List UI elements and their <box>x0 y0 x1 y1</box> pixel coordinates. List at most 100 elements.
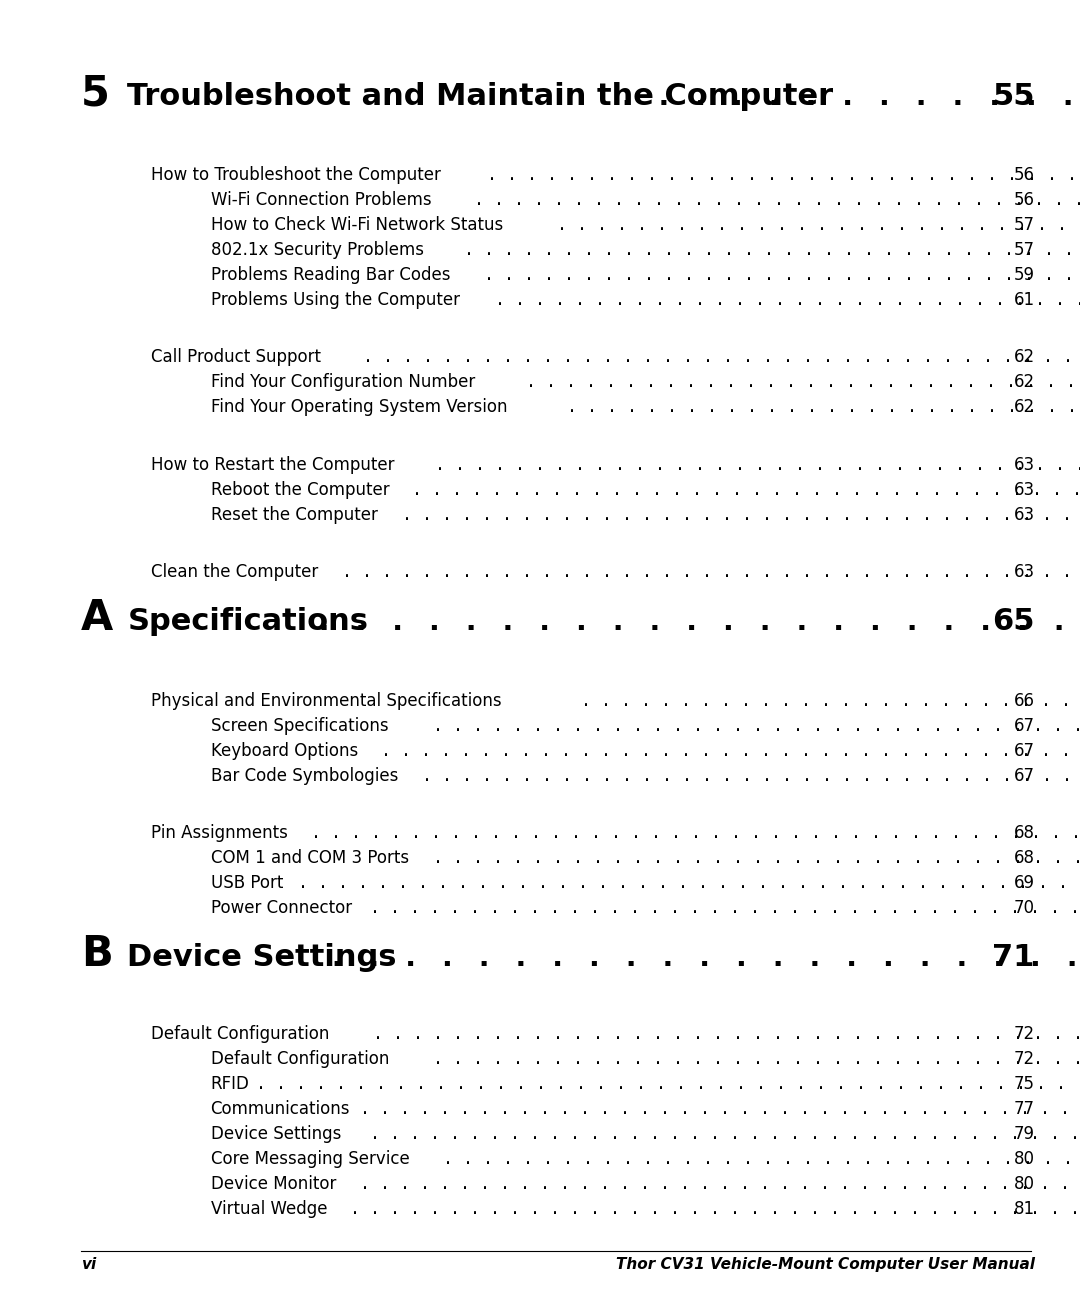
Text: Reset the Computer: Reset the Computer <box>211 506 378 524</box>
Text: 72: 72 <box>1013 1050 1035 1068</box>
Text: 68: 68 <box>1014 823 1035 842</box>
Text: 61: 61 <box>1013 291 1035 309</box>
Text: . . . . . . . . . . . . . . . . . . . . . . . . . . . . . . . . . . . . . . . . : . . . . . . . . . . . . . . . . . . . . … <box>402 506 1080 524</box>
Text: A: A <box>81 598 113 640</box>
Text: . . . . . . . . . . . . . . . . . . . . . . . . . . . . . . . . . . . . . . . . : . . . . . . . . . . . . . . . . . . . . … <box>485 266 1080 284</box>
Text: . . . . . . . . . . . . . . . . . . . . . . . . . . . . . . . . . . . . . . . . : . . . . . . . . . . . . . . . . . . . . … <box>311 823 1080 842</box>
Text: . . . . . . . . . . . . . . . . . . . . . . . . . . . . . . . . . . . . . . . . : . . . . . . . . . . . . . . . . . . . . … <box>342 564 1080 582</box>
Text: Thor CV31 Vehicle-Mount Computer User Manual: Thor CV31 Vehicle-Mount Computer User Ma… <box>616 1257 1035 1272</box>
Text: COM 1 and COM 3 Ports: COM 1 and COM 3 Ports <box>211 848 408 867</box>
Text: . . . . . . . . . . . . . . . . . . . . . . . . . . . . . . . . . . . . . . . . : . . . . . . . . . . . . . . . . . . . . … <box>381 742 1080 759</box>
Text: 63: 63 <box>1013 506 1035 524</box>
Text: 67: 67 <box>1014 767 1035 784</box>
Text: 802.1x Security Problems: 802.1x Security Problems <box>211 241 423 260</box>
Text: . . . . . . . . . . . . . . . . . . . . . . . . . . . . . . . . . . . . . . . . : . . . . . . . . . . . . . . . . . . . . … <box>298 873 1080 891</box>
Text: 5: 5 <box>81 72 110 114</box>
Text: Device Settings: Device Settings <box>211 1125 341 1143</box>
Text: 57: 57 <box>1014 241 1035 260</box>
Text: . . . . . . . . . . . . . . . . . . . . . . . . . . . . . . . . . . . . . . . . : . . . . . . . . . . . . . . . . . . . . … <box>567 399 1080 417</box>
Text: . . . . . . . . . . . . . . . . . . . . . . . . . . . . . . . . . . . . . . . . : . . . . . . . . . . . . . . . . . . . . … <box>370 899 1080 916</box>
Text: Power Connector: Power Connector <box>211 899 352 916</box>
Text: . . . . . . . . . . . . . . . . . . . . . . . . . . . . . . . . . . . . . . . . : . . . . . . . . . . . . . . . . . . . . … <box>370 1125 1080 1143</box>
Text: Physical and Environmental Specifications: Physical and Environmental Specification… <box>151 691 502 709</box>
Text: 79: 79 <box>1014 1125 1035 1143</box>
Text: 59: 59 <box>1014 266 1035 284</box>
Text: Find Your Configuration Number: Find Your Configuration Number <box>211 374 475 391</box>
Text: 57: 57 <box>1014 216 1035 235</box>
Text: . . . . . . . . . . . . . . . . . . . . . . . . . . . . . . . . . . . . . . . . : . . . . . . . . . . . . . . . . . . . . … <box>463 241 1080 260</box>
Text: 55: 55 <box>993 83 1035 111</box>
Text: . . . . . . . . . . . . . . . . . . . . . . . . . . . . . . . . . . . . . . . . : . . . . . . . . . . . . . . . . . . . . … <box>487 166 1080 184</box>
Text: . . . . . . . . . . . . . . . . . . . . . . . . . . . . . . . . . . . . . . . . : . . . . . . . . . . . . . . . . . . . . … <box>526 374 1080 391</box>
Text: Problems Using the Computer: Problems Using the Computer <box>211 291 460 309</box>
Text: Keyboard Options: Keyboard Options <box>211 742 357 759</box>
Text: . . . . . . . . . . . . . . . . . . . . . . . . . . . . . . . . . . . . . . . . : . . . . . . . . . . . . . . . . . . . . … <box>557 216 1080 235</box>
Text: . . . . . . . . . . . . . . . . . . . . . . . . . . . . . . . . . . . . . . . . : . . . . . . . . . . . . . . . . . . . . … <box>360 1175 1080 1193</box>
Text: Problems Reading Bar Codes: Problems Reading Bar Codes <box>211 266 450 284</box>
Text: Find Your Operating System Version: Find Your Operating System Version <box>211 399 508 417</box>
Text: vi: vi <box>81 1257 96 1272</box>
Text: 63: 63 <box>1013 456 1035 475</box>
Text: . . . . . . . . . . . . . . . . . . . . . . . . . . . . . . . . . . . . . . . . : . . . . . . . . . . . . . . . . . . . . … <box>433 848 1080 867</box>
Text: . . . . . . . . . . . . . . . . . . . . . . . . . . . . . . . . . . . . . . . . : . . . . . . . . . . . . . . . . . . . . … <box>363 349 1080 366</box>
Text: . . . . . . . . . . . . . . . . . . . . . . . . . . . . . . . . . . . . . . . . : . . . . . . . . . . . . . . . . . . . . … <box>443 1150 1080 1168</box>
Text: 67: 67 <box>1014 742 1035 759</box>
Text: 77: 77 <box>1014 1100 1035 1118</box>
Text: 72: 72 <box>1013 1025 1035 1042</box>
Text: 80: 80 <box>1014 1150 1035 1168</box>
Text: Pin Assignments: Pin Assignments <box>151 823 288 842</box>
Text: 81: 81 <box>1013 1200 1035 1218</box>
Text: 63: 63 <box>1013 481 1035 499</box>
Text: . . . . . . . . . . . . . . . . . . . . . . . . . . . . . . . . . . . . . . . . : . . . . . . . . . . . . . . . . . . . . … <box>435 456 1080 475</box>
Text: . . . . . . . . . . . . . . . . . . . . . . . . . . . . . . . . . . . . . . . . : . . . . . . . . . . . . . . . . . . . . … <box>411 481 1080 499</box>
Text: . . . . . . . . . . . . . . . . . . . . . . . . . . . . . . . . . . . . . . . . : . . . . . . . . . . . . . . . . . . . . … <box>374 1025 1080 1042</box>
Text: Reboot the Computer: Reboot the Computer <box>211 481 389 499</box>
Text: 66: 66 <box>1014 691 1035 709</box>
Text: 75: 75 <box>1014 1075 1035 1093</box>
Text: Core Messaging Service: Core Messaging Service <box>211 1150 409 1168</box>
Text: 62: 62 <box>1013 349 1035 366</box>
Text: . . . . . . . . . . . . . . . . . . . . . . . . . . . . . . . . . . . . . . . . : . . . . . . . . . . . . . . . . . . . . … <box>256 1075 1080 1093</box>
Text: Default Configuration: Default Configuration <box>151 1025 329 1042</box>
Text: 65: 65 <box>993 607 1035 636</box>
Text: Communications: Communications <box>211 1100 350 1118</box>
Text: . . . . . . . . . . . . . . . . . . . . . . . . . . . . . . . . . . . . . . . . : . . . . . . . . . . . . . . . . . . . . … <box>474 191 1080 210</box>
Text: . . . . . . . . . . . . . . . . . . . . . . . . . . . . . . . . . . . . . . . . : . . . . . . . . . . . . . . . . . . . . … <box>495 291 1080 309</box>
Text: How to Check Wi-Fi Network Status: How to Check Wi-Fi Network Status <box>211 216 503 235</box>
Text: 56: 56 <box>1014 191 1035 210</box>
Text: 71: 71 <box>993 943 1035 971</box>
Text: 67: 67 <box>1014 717 1035 734</box>
Text: Screen Specifications: Screen Specifications <box>211 717 388 734</box>
Text: 63: 63 <box>1013 564 1035 582</box>
Text: 69: 69 <box>1014 873 1035 891</box>
Text: Bar Code Symbologies: Bar Code Symbologies <box>211 767 397 784</box>
Text: Device Monitor: Device Monitor <box>211 1175 336 1193</box>
Text: . . . . . . . . . . . . . . . . . . . . . . . . . . . . . . . . . . . . . . . . : . . . . . . . . . . . . . . . . . . . . … <box>315 607 1080 636</box>
Text: 62: 62 <box>1013 399 1035 417</box>
Text: RFID: RFID <box>211 1075 249 1093</box>
Text: How to Restart the Computer: How to Restart the Computer <box>151 456 394 475</box>
Text: Clean the Computer: Clean the Computer <box>151 564 319 582</box>
Text: 62: 62 <box>1013 374 1035 391</box>
Text: Virtual Wedge: Virtual Wedge <box>211 1200 327 1218</box>
Text: 68: 68 <box>1014 848 1035 867</box>
Text: Default Configuration: Default Configuration <box>211 1050 389 1068</box>
Text: . . . . . . . . . . . . . . . . . . . . . . . . . . . . . . . . . . . . . . . . : . . . . . . . . . . . . . . . . . . . . … <box>350 1200 1080 1218</box>
Text: 70: 70 <box>1014 899 1035 916</box>
Text: Wi-Fi Connection Problems: Wi-Fi Connection Problems <box>211 191 431 210</box>
Text: . . . . . . . . . . . . . . . . . . . . . . . . . . . . . . . . . . . . . . . . : . . . . . . . . . . . . . . . . . . . . … <box>433 1050 1080 1068</box>
Text: . . . . . . . . . . . . . . . . . . . . . . . . . . . . . . . . . . . . . . . . : . . . . . . . . . . . . . . . . . . . . … <box>581 691 1080 709</box>
Text: B: B <box>81 932 112 975</box>
Text: . . . . . . . . . . . . . . . . . . . . . . . . . . . . . . . . . . . . . . . . : . . . . . . . . . . . . . . . . . . . . … <box>360 1100 1080 1118</box>
Text: . . . . . . . . . . . . . . . . . . . . . . . . . . . . . . . . . . . . . . . . : . . . . . . . . . . . . . . . . . . . . … <box>422 767 1080 784</box>
Text: . . . . . . . . . . . . . . . . . . . . . . . . . . . . . . . . . . . . . . . . : . . . . . . . . . . . . . . . . . . . . … <box>328 943 1080 971</box>
Text: 56: 56 <box>1014 166 1035 184</box>
Text: . . . . . . . . . . . . . . . . . . . . . . . . . . . . . . . . . . . . . . . . : . . . . . . . . . . . . . . . . . . . . … <box>619 83 1080 111</box>
Text: 80: 80 <box>1014 1175 1035 1193</box>
Text: . . . . . . . . . . . . . . . . . . . . . . . . . . . . . . . . . . . . . . . . : . . . . . . . . . . . . . . . . . . . . … <box>433 717 1080 734</box>
Text: Device Settings: Device Settings <box>127 943 397 971</box>
Text: Call Product Support: Call Product Support <box>151 349 321 366</box>
Text: How to Troubleshoot the Computer: How to Troubleshoot the Computer <box>151 166 441 184</box>
Text: USB Port: USB Port <box>211 873 283 891</box>
Text: Troubleshoot and Maintain the Computer: Troubleshoot and Maintain the Computer <box>127 83 834 111</box>
